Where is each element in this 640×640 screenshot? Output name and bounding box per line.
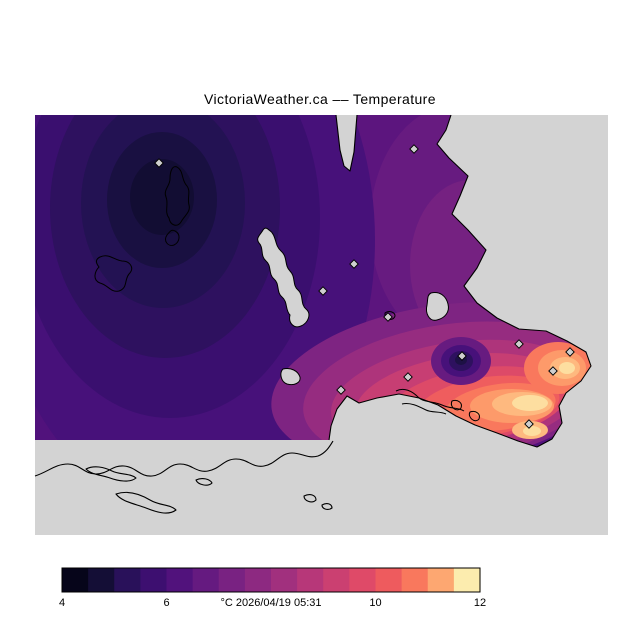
island-outline xyxy=(280,368,301,386)
colorbar-segment xyxy=(166,568,194,592)
station-marker xyxy=(524,419,534,429)
inlet-outline xyxy=(257,227,310,328)
colorbar-unit-label: °C 2026/04/19 05:31 xyxy=(220,597,321,609)
colorbar-border xyxy=(61,567,481,593)
colorbar-segment xyxy=(349,568,377,592)
station-marker xyxy=(565,347,575,357)
lake-outline xyxy=(85,466,137,482)
station-marker xyxy=(318,286,328,296)
colorbar-segment xyxy=(401,568,429,592)
coastline-east xyxy=(328,114,592,448)
colorbar-segment xyxy=(218,568,246,592)
colorbar-tick-labels: 4 6 10 12 xyxy=(59,597,486,609)
station-marker xyxy=(409,144,419,154)
temperature-band xyxy=(130,159,194,235)
station-marker xyxy=(403,372,413,382)
colorbar-segment xyxy=(88,568,115,592)
temperature-band xyxy=(559,362,575,374)
colorbar-segment xyxy=(427,568,455,592)
islet-outline xyxy=(450,400,462,411)
colorbar-segment xyxy=(140,568,168,592)
station-marker xyxy=(548,366,558,376)
colorbar: 4 6 10 12 °C 2026/04/19 05:31 xyxy=(59,567,486,609)
coastline-boundary xyxy=(328,114,592,448)
station-markers xyxy=(154,144,575,429)
islet-outline xyxy=(303,494,317,503)
colorbar-tick-label: 4 xyxy=(59,597,65,609)
island-outline xyxy=(165,229,180,246)
colorbar-segment xyxy=(114,568,141,592)
colorbar-segment xyxy=(453,568,481,592)
station-marker xyxy=(336,385,346,395)
colorbar-tick-label: 10 xyxy=(369,597,381,609)
colorbar-segment xyxy=(62,568,89,592)
colorbar-segment xyxy=(244,568,272,592)
lake-outline xyxy=(115,491,177,514)
island-outlines xyxy=(94,166,480,422)
station-marker xyxy=(349,259,359,269)
peninsula-outline xyxy=(94,255,133,292)
colorbar-tick-label: 12 xyxy=(474,597,486,609)
colorbar-tick-label: 6 xyxy=(163,597,169,609)
station-marker xyxy=(154,158,164,168)
station-marker xyxy=(383,312,393,322)
coastline-top-inlet xyxy=(335,114,358,172)
lake-outline xyxy=(195,478,213,486)
islet-outline xyxy=(321,503,333,510)
colorbar-segment xyxy=(375,568,403,592)
islet-outline xyxy=(468,411,480,422)
island-outline xyxy=(426,292,449,321)
temperature-band xyxy=(512,395,548,411)
temperature-band xyxy=(523,426,541,436)
figure-title: VictoriaWeather.ca –– Temperature xyxy=(204,91,436,107)
colorbar-segment xyxy=(192,568,220,592)
coastline-south-group xyxy=(34,440,334,514)
island-outline xyxy=(164,166,190,226)
colorbar-segment xyxy=(323,568,350,592)
colorbar-segment xyxy=(271,568,298,592)
station-marker xyxy=(514,339,524,349)
colorbar-segments xyxy=(62,568,481,592)
shoreline-detail xyxy=(401,403,447,415)
station-marker xyxy=(457,351,467,361)
colorbar-segment xyxy=(297,568,324,592)
